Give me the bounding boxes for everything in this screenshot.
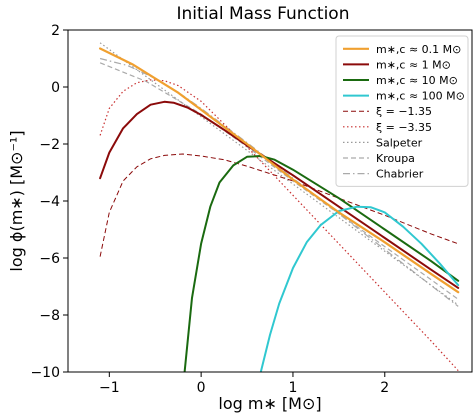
legend-label: m∗,c ≈ 1 M⊙ [376,58,451,71]
series-line-3 [259,205,460,372]
legend-label: Salpeter [376,136,423,149]
legend-label: ξ = −3.35 [376,121,432,134]
x-tick-label: 0 [197,380,206,396]
y-tick-label: −8 [39,308,60,324]
y-tick-label: −2 [39,137,60,153]
legend-label: Kroupa [376,152,415,165]
x-tick-label: −1 [99,380,120,396]
y-tick-label: −4 [39,194,60,210]
series-line-5 [99,79,459,372]
legend-label: ξ = −1.35 [376,105,432,118]
y-tick-label: 2 [51,23,60,39]
series-line-2 [183,155,460,372]
y-tick-label: −10 [30,365,60,381]
y-tick-label: −6 [39,251,60,267]
legend-label: m∗,c ≈ 100 M⊙ [376,90,465,103]
x-tick-label: 2 [380,380,389,396]
legend-label: m∗,c ≈ 0.1 M⊙ [376,43,461,56]
x-axis-title: log m∗ [M⊙] [218,394,321,413]
chart-title: Initial Mass Function [177,4,350,24]
y-tick-label: 0 [51,80,60,96]
legend-label: Chabrier [376,168,424,181]
legend-label: m∗,c ≈ 10 M⊙ [376,74,458,87]
series-layer [98,42,460,372]
series-line-0 [98,47,460,294]
ticks-layer: −1 0 1 220−2−4−6−8−10 [30,23,389,396]
series-line-1 [99,100,460,289]
legend-box [335,35,469,187]
x-tick-label: 1 [288,380,297,396]
series-line-8 [99,57,459,307]
series-line-7 [99,62,459,300]
y-axis-title: log ϕ(m∗) [M⊙⁻¹] [7,130,26,271]
legend: m∗,c ≈ 0.1 M⊙ m∗,c ≈ 1 M⊙ m∗,c ≈ 10 M⊙ m∗,c… [335,35,469,187]
